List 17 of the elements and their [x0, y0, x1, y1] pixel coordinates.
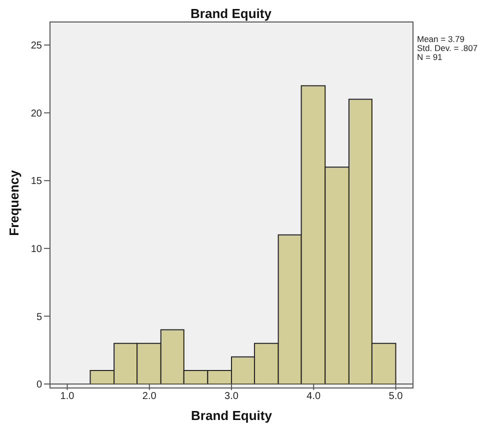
text: N = 91 [417, 52, 443, 62]
chart-title: Brand Equity [190, 6, 272, 21]
y-tick-label: 5 [36, 312, 42, 323]
y-tick-label: 0 [36, 380, 42, 391]
x-tick-label: 1.0 [60, 391, 75, 402]
y-tick-label: 25 [30, 40, 42, 52]
y-axis-title: Frequency [6, 169, 22, 236]
x-tick-label: 3.0 [224, 391, 239, 402]
x-axis-title: Brand Equity [191, 408, 273, 423]
y-tick-label: 15 [30, 176, 42, 188]
x-tick-label: 2.0 [142, 391, 157, 402]
y-tick-label: 20 [30, 108, 42, 120]
text: Std. Dev. = .807 [417, 43, 478, 53]
y-tick-label: 10 [30, 244, 42, 255]
text: Mean = 3.79 [417, 34, 465, 44]
x-tick-label: 5.0 [388, 391, 404, 402]
x-tick-label: 4.0 [306, 391, 322, 402]
